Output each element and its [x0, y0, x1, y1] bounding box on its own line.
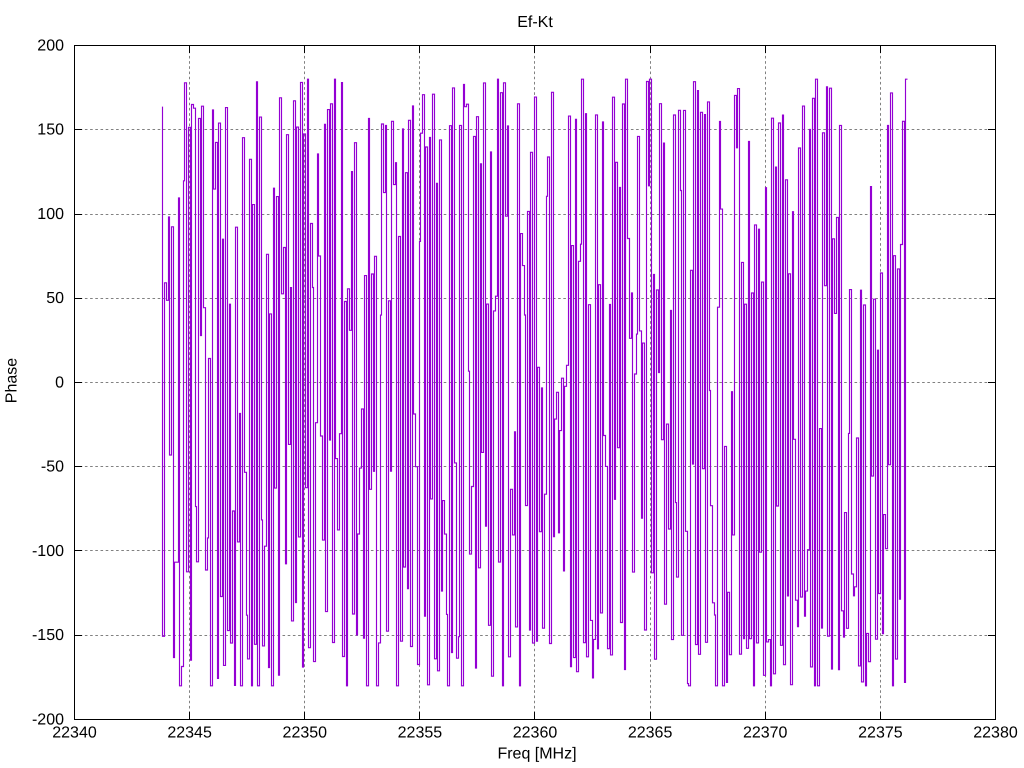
svg-text:-150: -150 — [32, 627, 64, 644]
svg-text:Freq [MHz]: Freq [MHz] — [497, 746, 576, 763]
svg-text:50: 50 — [46, 290, 64, 307]
svg-text:-200: -200 — [32, 711, 64, 728]
svg-text:22345: 22345 — [167, 725, 212, 742]
svg-text:-50: -50 — [41, 459, 64, 476]
svg-text:150: 150 — [37, 122, 64, 139]
svg-text:22370: 22370 — [743, 725, 788, 742]
svg-text:Ef-Kt: Ef-Kt — [517, 14, 553, 31]
svg-text:22375: 22375 — [858, 725, 903, 742]
svg-text:200: 200 — [37, 37, 64, 54]
svg-text:22350: 22350 — [283, 725, 328, 742]
svg-text:22365: 22365 — [628, 725, 673, 742]
svg-text:100: 100 — [37, 206, 64, 223]
svg-text:Phase: Phase — [4, 358, 21, 403]
svg-text:-100: -100 — [32, 543, 64, 560]
svg-text:22360: 22360 — [513, 725, 558, 742]
svg-text:0: 0 — [55, 374, 64, 391]
svg-text:22380: 22380 — [973, 725, 1018, 742]
svg-text:22340: 22340 — [52, 725, 97, 742]
svg-text:22355: 22355 — [398, 725, 443, 742]
